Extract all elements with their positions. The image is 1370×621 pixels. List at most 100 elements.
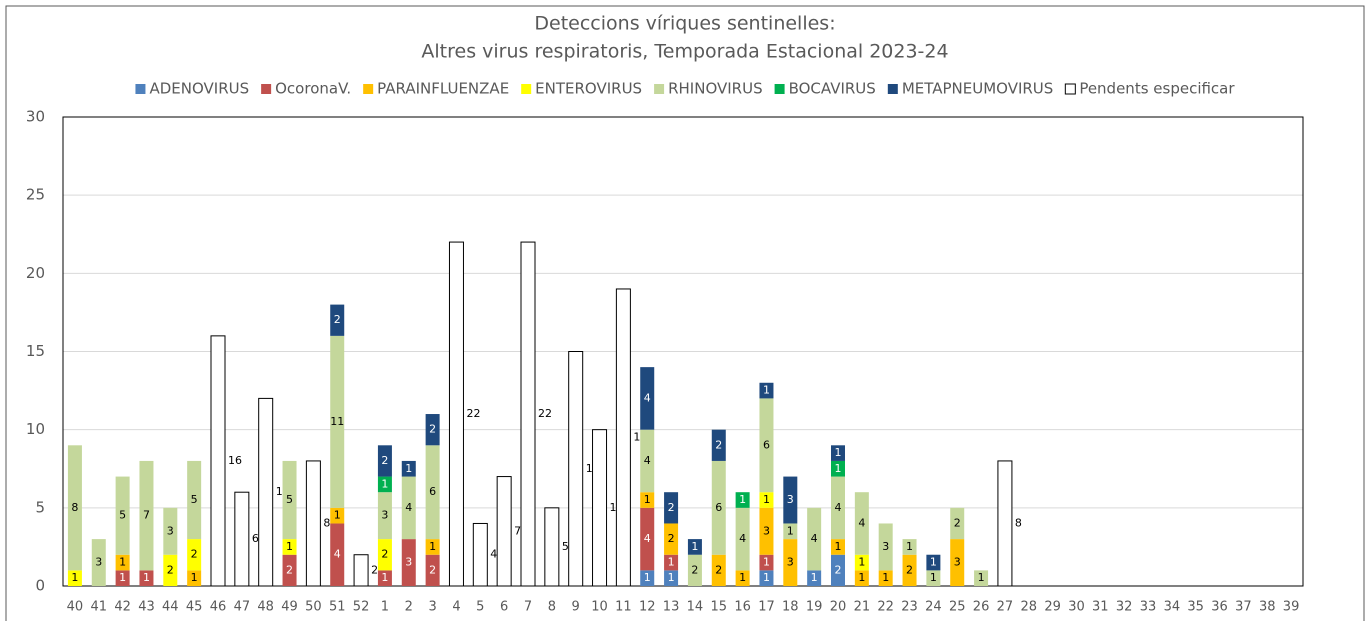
x-tick-label: 11 (615, 600, 632, 615)
bar-segment (759, 554, 774, 571)
bar-segment (353, 554, 369, 587)
data-label: 4 (334, 548, 341, 561)
data-label: 1 (763, 384, 770, 397)
x-tick-label: 37 (1235, 600, 1252, 615)
bar-segment (711, 460, 726, 555)
x-tick-label: 34 (1164, 600, 1181, 615)
bar-segment (282, 554, 297, 586)
bar-segment (640, 570, 655, 586)
legend-label: OcoronaV. (275, 80, 351, 98)
bar-segment (735, 570, 750, 586)
data-label: 2 (668, 532, 675, 545)
data-label: 1 (835, 540, 842, 553)
bar-segment (377, 492, 392, 540)
bar-segment (330, 304, 345, 336)
x-tick-label: 47 (234, 600, 251, 615)
bar-segment (878, 570, 893, 586)
bar-segment (759, 570, 774, 586)
data-label: 2 (429, 563, 436, 576)
data-label: 2 (191, 548, 198, 561)
bar-segment (282, 539, 297, 555)
data-label: 1 (644, 493, 651, 506)
data-label: 2 (715, 438, 722, 451)
data-label: 1 (668, 571, 675, 584)
x-tick-label: 24 (925, 600, 942, 615)
data-label: 1 (119, 556, 126, 569)
bar-segment (640, 429, 655, 493)
bar-segment (187, 570, 202, 586)
data-label: 4 (405, 501, 412, 514)
bar-segment (664, 523, 679, 555)
bar-segment (115, 570, 130, 586)
data-label: 7 (143, 509, 150, 522)
bar-segment (807, 570, 822, 586)
data-label: 2 (429, 423, 436, 436)
data-label: 3 (167, 524, 174, 537)
x-tick-label: 44 (162, 600, 179, 615)
legend-label: ENTEROVIRUS (535, 80, 642, 98)
bar-segment (377, 445, 392, 477)
bar-segment (926, 554, 941, 571)
bar-segment (425, 539, 440, 555)
data-label: 8 (71, 501, 78, 514)
data-label: 4 (858, 516, 865, 529)
x-tick-label: 41 (90, 600, 107, 615)
bar-segment (496, 476, 512, 587)
x-tick-label: 27 (997, 600, 1014, 615)
data-label: 1 (119, 571, 126, 584)
x-tick-label: 29 (1044, 600, 1061, 615)
x-tick-label: 8 (548, 600, 556, 615)
x-tick-label: 17 (758, 600, 775, 615)
data-label: 2 (906, 563, 913, 576)
bar-segment (664, 554, 679, 571)
data-label: 1 (739, 493, 746, 506)
y-tick-label: 20 (26, 264, 45, 282)
data-label: 1 (763, 571, 770, 584)
x-tick-label: 15 (710, 600, 727, 615)
legend-swatch (774, 84, 785, 94)
bar-segment (544, 507, 560, 587)
bar-segment (783, 539, 798, 586)
x-tick-label: 14 (687, 600, 704, 615)
bar-segment (67, 570, 82, 586)
legend-label: METAPNEUMOVIRUS (902, 80, 1054, 98)
legend-label: ADENOVIRUS (149, 80, 249, 98)
bar-segment (783, 523, 798, 540)
x-tick-label: 19 (806, 600, 823, 615)
bar-segment (377, 539, 392, 571)
bar-segment (592, 429, 608, 587)
bar-segment (759, 492, 774, 508)
x-tick-label: 39 (1283, 600, 1300, 615)
legend-swatch (261, 84, 272, 94)
data-label: 1 (381, 571, 388, 584)
data-label: 4 (490, 548, 497, 561)
bar-segment (472, 522, 488, 587)
bar-segment (425, 445, 440, 540)
data-label: 22 (538, 407, 552, 420)
bar-segment (831, 460, 845, 477)
data-label: 16 (228, 454, 242, 467)
bar-segment (735, 507, 750, 571)
data-label: 2 (381, 454, 388, 467)
x-tick-label: 10 (591, 600, 608, 615)
bar-segment (687, 554, 702, 586)
x-tick-label: 50 (305, 600, 322, 615)
bar-segment (950, 507, 965, 540)
data-label: 6 (715, 501, 722, 514)
bar-segment (425, 554, 440, 586)
bar-segment (807, 507, 822, 571)
legend-label: Pendents especificar (1079, 80, 1235, 98)
bar-segment (377, 570, 392, 586)
data-label: 1 (429, 540, 436, 553)
bar-segment (831, 476, 845, 540)
bar-segment (401, 476, 416, 540)
bar-segment (831, 554, 845, 586)
x-tick-label: 9 (572, 600, 580, 615)
data-label: 1 (405, 462, 412, 475)
data-label: 4 (739, 532, 746, 545)
data-label: 2 (715, 563, 722, 576)
bar-segment (139, 570, 154, 586)
legend-swatch (887, 84, 898, 94)
data-label: 2 (835, 563, 842, 576)
legend-label: PARAINFLUENZAE (377, 80, 509, 98)
